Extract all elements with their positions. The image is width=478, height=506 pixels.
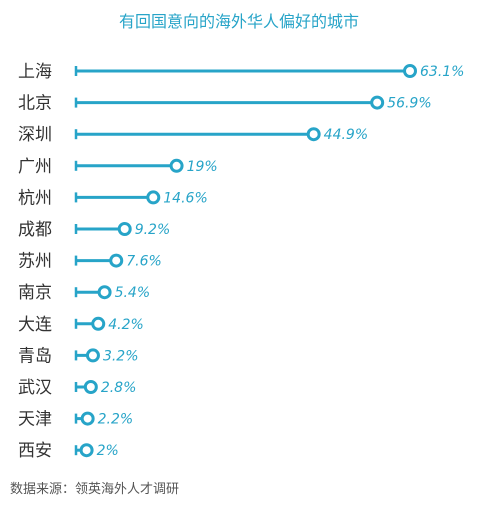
chart-title: 有回国意向的海外华人偏好的城市: [118, 12, 359, 31]
category-label: 上海: [18, 62, 52, 82]
value-label: 44.9%: [324, 127, 368, 143]
bar-endpoint: [85, 348, 100, 363]
bar-row: 武汉 2.8%: [18, 378, 136, 398]
value-label: 63.1%: [420, 64, 464, 80]
source-note: 数据来源：领英海外人才调研: [10, 482, 180, 497]
value-label: 3.2%: [103, 348, 139, 364]
bar-row: 北京 56.9%: [18, 94, 432, 114]
value-label: 19%: [187, 159, 218, 175]
category-label: 苏州: [18, 252, 52, 272]
bar-endpoint: [97, 285, 112, 300]
value-label: 9.2%: [135, 222, 171, 238]
category-label: 武汉: [18, 378, 52, 398]
bar-row: 苏州 7.6%: [18, 252, 162, 272]
bar-row: 大连 4.2%: [18, 315, 144, 335]
bar-endpoint: [306, 127, 321, 142]
bar-row: 青岛 3.2%: [18, 346, 139, 366]
bar-endpoint: [91, 316, 106, 331]
bar-row: 广州 19%: [18, 157, 218, 177]
category-label: 青岛: [18, 346, 52, 366]
value-label: 2%: [97, 443, 119, 459]
category-label: 深圳: [18, 125, 52, 145]
value-label: 5.4%: [115, 285, 151, 301]
bar-row: 天津 2.2%: [18, 410, 133, 430]
bar-row: 上海 63.1%: [18, 62, 464, 82]
bar-endpoint: [109, 253, 124, 268]
category-label: 南京: [18, 283, 52, 303]
category-label: 西安: [18, 441, 52, 461]
value-label: 4.2%: [108, 317, 144, 333]
category-label: 天津: [18, 410, 52, 430]
bar-endpoint: [79, 443, 94, 458]
bar-row: 深圳 44.9%: [18, 125, 368, 145]
category-label: 广州: [18, 157, 52, 177]
bar-endpoint: [403, 64, 417, 78]
bar-endpoint: [146, 190, 161, 205]
value-label: 2.8%: [101, 380, 137, 396]
bar-endpoint: [169, 158, 184, 173]
category-label: 成都: [18, 220, 52, 240]
bar-endpoint: [80, 411, 95, 426]
category-label: 杭州: [18, 188, 52, 208]
category-label: 大连: [18, 315, 52, 335]
bar-endpoint: [370, 95, 385, 110]
bar-endpoint: [83, 380, 98, 394]
bar-row: 成都 9.2%: [18, 220, 170, 240]
bar-row: 西安 2%: [18, 441, 119, 461]
bar-row: 杭州 14.6%: [18, 188, 208, 208]
value-label: 14.6%: [163, 190, 207, 206]
bar-row: 南京 5.4%: [18, 283, 150, 303]
value-label: 7.6%: [126, 254, 162, 270]
bar-endpoint: [117, 222, 132, 236]
value-label: 2.2%: [98, 412, 134, 428]
category-label: 北京: [18, 94, 52, 114]
value-label: 56.9%: [387, 96, 431, 112]
